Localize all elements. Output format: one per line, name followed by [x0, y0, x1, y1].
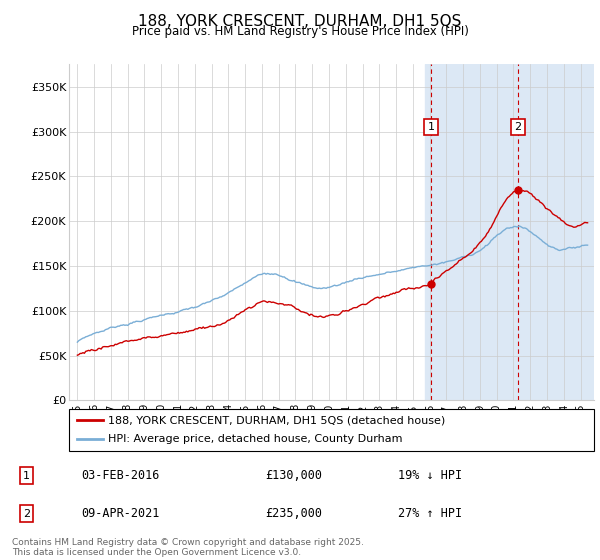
Text: HPI: Average price, detached house, County Durham: HPI: Average price, detached house, Coun… — [109, 435, 403, 445]
Text: Contains HM Land Registry data © Crown copyright and database right 2025.
This d: Contains HM Land Registry data © Crown c… — [12, 538, 364, 557]
Text: 09-APR-2021: 09-APR-2021 — [81, 507, 160, 520]
Text: 188, YORK CRESCENT, DURHAM, DH1 5QS (detached house): 188, YORK CRESCENT, DURHAM, DH1 5QS (det… — [109, 415, 446, 425]
Text: £130,000: £130,000 — [265, 469, 322, 482]
Text: £235,000: £235,000 — [265, 507, 322, 520]
Text: Price paid vs. HM Land Registry's House Price Index (HPI): Price paid vs. HM Land Registry's House … — [131, 25, 469, 38]
Text: 03-FEB-2016: 03-FEB-2016 — [81, 469, 160, 482]
Bar — [425, 64, 594, 400]
FancyBboxPatch shape — [69, 409, 594, 451]
Text: 2: 2 — [514, 122, 521, 132]
Text: 27% ↑ HPI: 27% ↑ HPI — [398, 507, 462, 520]
Text: 2: 2 — [23, 508, 30, 519]
Text: 19% ↓ HPI: 19% ↓ HPI — [398, 469, 462, 482]
Text: 188, YORK CRESCENT, DURHAM, DH1 5QS: 188, YORK CRESCENT, DURHAM, DH1 5QS — [139, 14, 461, 29]
Text: 1: 1 — [23, 471, 30, 481]
Text: 1: 1 — [427, 122, 434, 132]
